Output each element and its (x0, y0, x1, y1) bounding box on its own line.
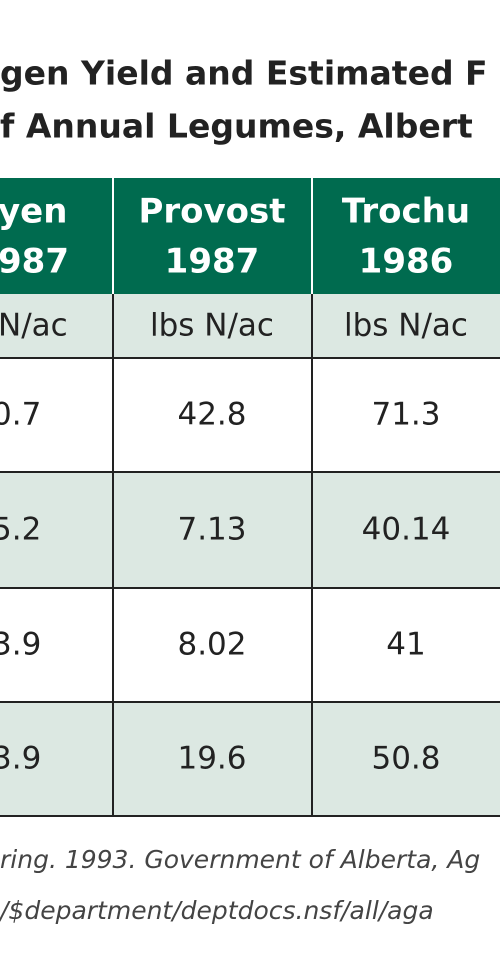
table-cell: 40.14 (362, 512, 451, 548)
row-band (0, 472, 500, 588)
table-cell: 3.9 (0, 627, 41, 663)
grid-lines (0, 294, 500, 817)
table-cell: 5.2 (0, 512, 41, 548)
column-header: yen (0, 192, 67, 232)
table-cell: 19.6 (177, 741, 246, 777)
header-band (0, 178, 500, 294)
header-dividers (112, 178, 313, 294)
units-band (0, 294, 500, 358)
table-cell: 71.3 (371, 397, 440, 433)
unit-cell: lbs N/ac (344, 308, 468, 344)
column-header: 1987 (165, 242, 260, 282)
unit-cell: lbs N/ac (150, 308, 274, 344)
content: gen Yield and Estimated F f Annual Legume… (0, 54, 488, 926)
table-cell: 8.02 (177, 627, 246, 663)
column-header: 1986 (359, 242, 454, 282)
table-cell: 41 (386, 627, 425, 663)
column-header: Provost (138, 192, 285, 232)
table-cell: 42.8 (177, 397, 246, 433)
table-cell: 0.7 (0, 397, 41, 433)
table-cell: 50.8 (371, 741, 440, 777)
title-line: gen Yield and Estimated F (0, 54, 488, 93)
footer-line: /$department/deptdocs.nsf/all/aga (0, 896, 434, 925)
unit-cell: N/ac (0, 308, 68, 344)
column-header: 987 (0, 242, 69, 282)
row-band (0, 702, 500, 816)
footer-line: ring. 1993. Government of Alberta, Ag (0, 845, 480, 874)
column-header: Trochu (342, 192, 470, 232)
title-line: f Annual Legumes, Albert (0, 107, 473, 146)
table-cell: 7.13 (177, 512, 246, 548)
table-cell: 3.9 (0, 741, 41, 777)
